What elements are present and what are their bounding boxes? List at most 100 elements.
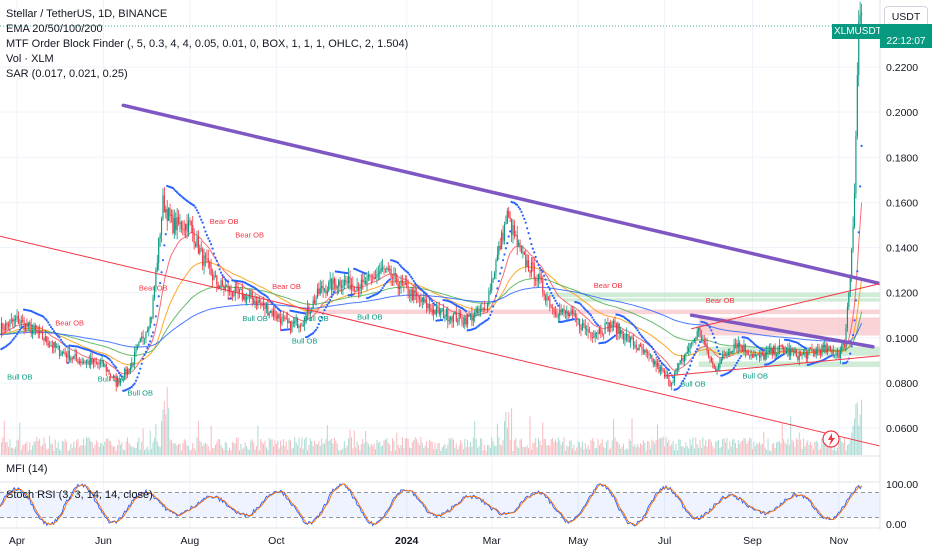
sar-dot xyxy=(499,272,502,275)
candle-body xyxy=(495,260,497,273)
volume-bar xyxy=(535,438,537,455)
volume-bar xyxy=(114,446,116,455)
volume-bar xyxy=(652,440,654,455)
volume-bar xyxy=(345,448,347,455)
volume-bar xyxy=(457,449,459,455)
sar-dot xyxy=(735,361,738,364)
sar-dot xyxy=(11,338,14,341)
sar-dot xyxy=(734,364,737,367)
candle-body xyxy=(824,344,826,348)
order-block-zone xyxy=(562,298,880,302)
volume-bar xyxy=(788,445,790,455)
volume-bar xyxy=(47,448,49,455)
sar-dot xyxy=(227,280,230,283)
volume-bar xyxy=(488,444,490,455)
candle-body xyxy=(829,346,831,351)
volume-bar xyxy=(32,445,34,455)
volume-bar xyxy=(737,440,739,455)
candle-body xyxy=(448,319,450,322)
volume-bar xyxy=(136,441,138,455)
candle-body xyxy=(90,358,92,365)
indicator-order-block[interactable]: MTF Order Block Finder (, 5, 0.3, 4, 4, … xyxy=(6,38,409,50)
volume-bar xyxy=(88,437,90,455)
sar-dot xyxy=(207,237,210,240)
sar-dot xyxy=(54,332,57,335)
candle-body xyxy=(501,232,503,250)
volume-bar xyxy=(821,438,823,455)
volume-bar xyxy=(153,438,155,455)
sar-dot xyxy=(210,243,213,246)
volume-bar xyxy=(70,443,72,455)
candle-body xyxy=(529,270,531,273)
volume-bar xyxy=(258,450,260,455)
volume-bar xyxy=(326,425,328,455)
volume-bars xyxy=(0,387,863,455)
sar-dot xyxy=(490,310,493,313)
volume-bar xyxy=(559,440,561,455)
sar-dot xyxy=(547,286,550,289)
candle-body xyxy=(631,336,633,339)
sar-dot xyxy=(639,333,642,336)
volume-bar xyxy=(15,446,17,455)
sar-dot xyxy=(503,253,506,256)
candle-body xyxy=(338,280,340,287)
volume-bar xyxy=(579,442,581,455)
volume-bar xyxy=(725,442,727,455)
sar-dot xyxy=(851,334,855,337)
indicator-sar[interactable]: SAR (0.017, 0.021, 0.25) xyxy=(6,68,128,80)
volume-bar xyxy=(414,437,416,455)
sar-dot xyxy=(133,382,136,385)
candle-body xyxy=(291,321,293,332)
sar-dot xyxy=(660,361,663,365)
candle-body xyxy=(24,323,27,330)
indicator-volume[interactable]: Vol · XLM xyxy=(6,53,54,65)
volume-bar xyxy=(722,439,724,455)
candle-body xyxy=(859,15,861,22)
sar-dot xyxy=(329,298,332,302)
volume-bar xyxy=(132,446,134,455)
volume-bar xyxy=(51,444,53,455)
candle-body xyxy=(213,275,215,280)
sar-dot xyxy=(159,281,162,285)
volume-bar xyxy=(267,449,269,455)
volume-bar xyxy=(307,450,308,455)
candle-body xyxy=(214,275,216,277)
volume-bar xyxy=(416,439,418,455)
sar-dot xyxy=(517,206,520,209)
sar-dot xyxy=(506,242,509,245)
candle-body xyxy=(601,333,603,335)
volume-bar xyxy=(117,445,119,455)
stoch-rsi-pane-label[interactable]: Stoch RSI (3, 3, 14, 14, close) xyxy=(6,489,153,501)
candle-body xyxy=(274,310,276,317)
candle-body xyxy=(199,248,201,254)
candle-body xyxy=(729,352,731,354)
candle-body xyxy=(543,291,545,296)
candle-body xyxy=(764,353,766,360)
candle-body xyxy=(348,276,350,284)
mfi-pane-label[interactable]: MFI (14) xyxy=(6,463,48,475)
candle-body xyxy=(690,343,693,344)
sar-dot xyxy=(596,324,600,327)
volume-bar xyxy=(169,439,171,455)
volume-bar xyxy=(400,444,402,455)
volume-bar xyxy=(793,441,795,455)
candle-body xyxy=(832,350,834,356)
candle-body xyxy=(858,21,860,76)
volume-bar xyxy=(644,442,646,455)
symbol-title[interactable]: Stellar / TetherUS, 1D, BINANCE xyxy=(6,8,168,20)
candle-body xyxy=(454,312,456,315)
axes: 0.22000.20000.18000.16000.14000.12000.10… xyxy=(9,0,932,550)
candle-body xyxy=(100,362,102,364)
sar-dot xyxy=(319,319,322,323)
volume-bar xyxy=(292,447,294,455)
order-block-zone xyxy=(303,309,880,315)
volume-bar xyxy=(556,442,558,455)
candle-body xyxy=(7,324,10,327)
volume-bar xyxy=(472,437,474,455)
volume-bar xyxy=(80,445,82,455)
sar-dot xyxy=(697,344,700,347)
indicator-ema[interactable]: EMA 20/50/100/200 xyxy=(6,23,103,35)
candle-body xyxy=(709,357,711,359)
candle-body xyxy=(545,295,547,301)
